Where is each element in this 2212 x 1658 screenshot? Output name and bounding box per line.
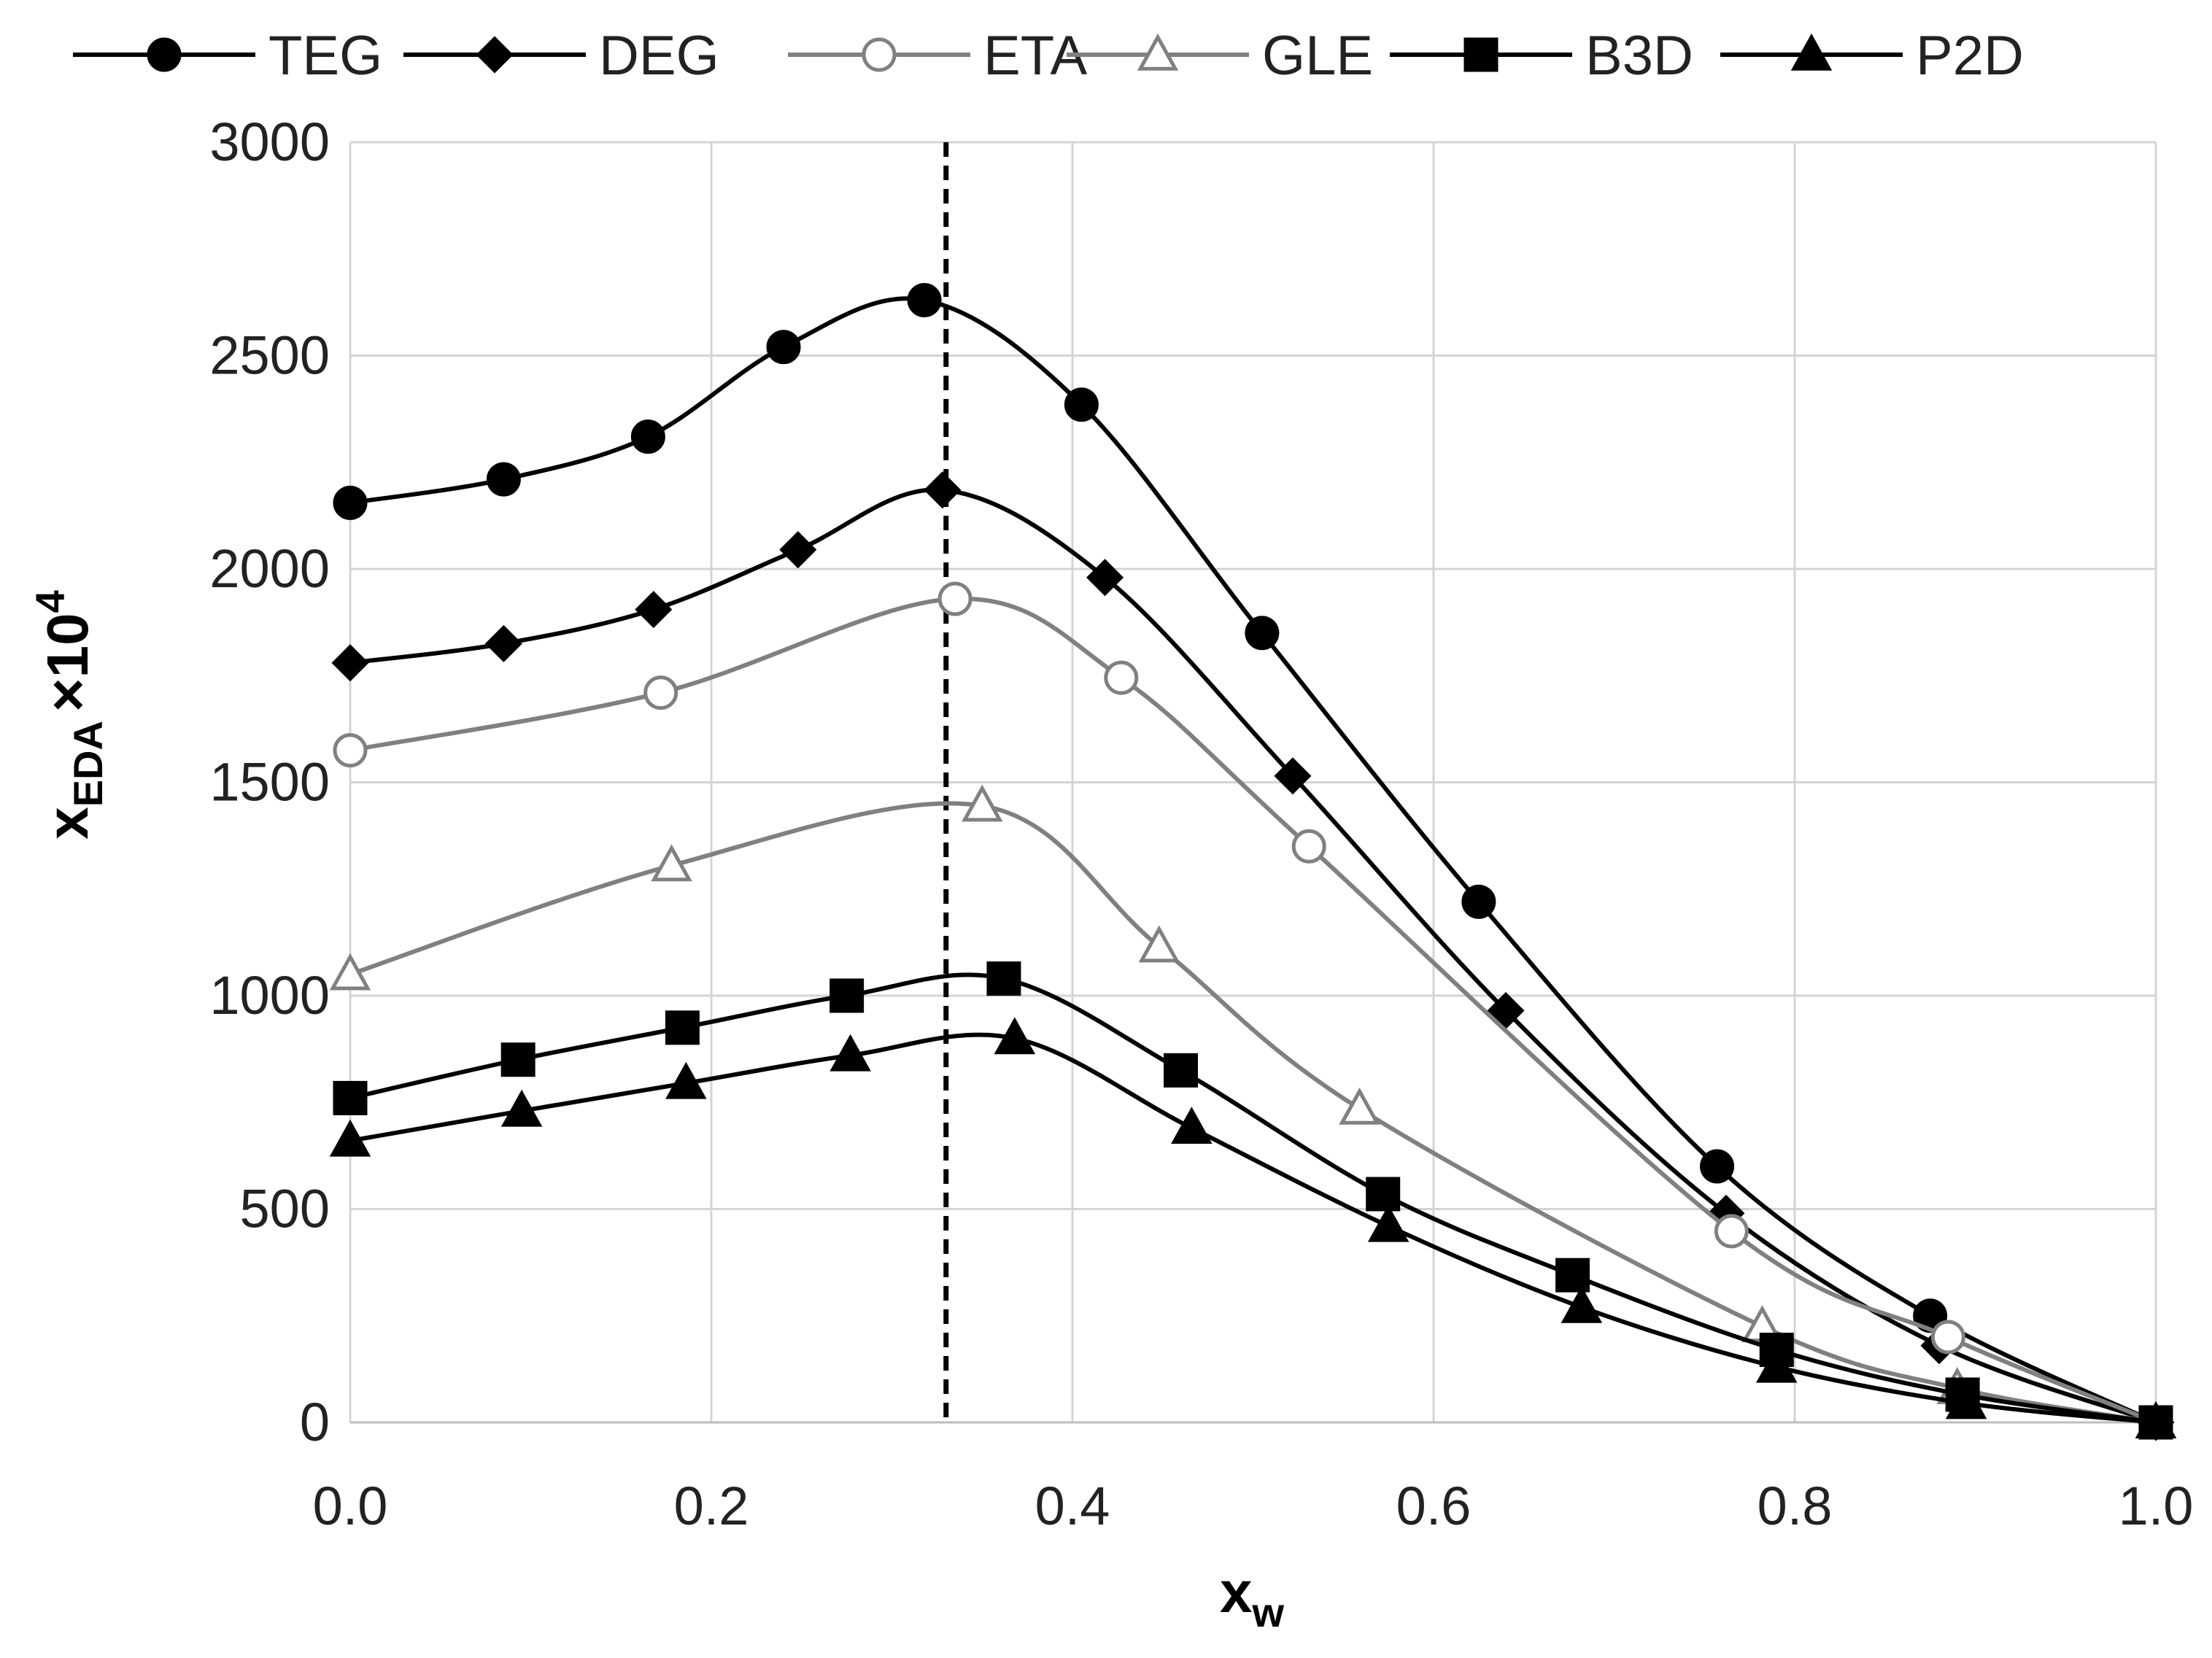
data-point-teg: [1064, 387, 1099, 422]
series-eta: [333, 581, 2173, 1440]
y-axis-title-sup: 4: [27, 590, 73, 613]
data-point-teg: [766, 330, 801, 365]
data-point-p2d: [1171, 1107, 1213, 1144]
legend-marker-b3d: [1463, 37, 1498, 72]
y-tick-label: 2500: [209, 325, 330, 386]
legend-label-gle: GLE: [1262, 25, 1373, 87]
data-point-p2d: [329, 1119, 371, 1157]
data-point-deg: [779, 531, 817, 569]
data-point-p2d: [1561, 1285, 1603, 1323]
data-point-gle: [962, 784, 1003, 822]
x-axis-ticks: 0.0 0.2 0.4 0.6 0.8 1.0: [313, 1476, 2194, 1536]
legend-item-deg: DEG: [403, 25, 719, 87]
data-point-eta: [1291, 829, 1326, 864]
x-tick-label: 0.4: [1035, 1476, 1110, 1536]
data-point-teg: [1700, 1149, 1735, 1184]
data-point-p2d: [994, 1017, 1036, 1055]
data-point-p2d: [2135, 1401, 2177, 1438]
data-point-deg: [484, 624, 522, 662]
series-group: [329, 282, 2177, 1441]
data-point-deg: [331, 644, 369, 682]
data-point-b3d: [986, 961, 1021, 996]
data-point-b3d: [333, 1080, 368, 1115]
y-tick-label: 1500: [209, 752, 330, 813]
series-line-b3d: [349, 972, 2157, 1425]
data-point-gle: [651, 844, 692, 882]
legend-label-p2d: P2D: [1916, 25, 2024, 87]
data-point-teg: [630, 419, 665, 454]
series-line-eta: [349, 596, 2157, 1425]
legend-label-teg: TEG: [268, 25, 382, 87]
data-point-b3d: [665, 1010, 700, 1045]
y-tick-label: 500: [240, 1179, 330, 1239]
data-point-p2d: [1756, 1345, 1798, 1383]
y-axis-title: xEDA ×104: [27, 590, 111, 840]
data-point-p2d: [500, 1089, 543, 1127]
data-point-teg: [333, 485, 368, 520]
legend-label-deg: DEG: [599, 25, 719, 87]
legend-label-b3d: B3D: [1585, 25, 1693, 87]
data-point-b3d: [500, 1042, 535, 1077]
x-tick-label: 0.8: [1757, 1476, 1833, 1536]
y-axis-title-main: x: [35, 807, 100, 840]
data-point-p2d: [1367, 1204, 1409, 1242]
data-point-gle: [329, 953, 371, 991]
legend-marker-teg: [147, 37, 182, 72]
y-axis-title-mult: ×10: [35, 613, 100, 712]
x-axis-title: xw: [1220, 1560, 1285, 1635]
data-point-eta: [1104, 660, 1139, 695]
y-tick-label: 0: [300, 1392, 330, 1452]
data-point-eta: [1930, 1320, 1965, 1355]
data-point-teg: [486, 462, 521, 497]
legend-marker-gle: [1137, 33, 1179, 71]
legend-marker-deg: [476, 36, 514, 74]
data-point-deg: [1274, 757, 1312, 795]
data-point-b3d: [1164, 1053, 1198, 1088]
data-point-p2d: [830, 1034, 871, 1072]
legend-item-teg: TEG: [73, 25, 382, 87]
series-p2d: [329, 1017, 2177, 1438]
data-point-teg: [1461, 884, 1496, 919]
data-point-p2d: [1945, 1382, 1987, 1419]
x-axis-title-sub: w: [1251, 1589, 1284, 1635]
x-tick-label: 0.2: [674, 1476, 749, 1536]
series-teg: [333, 282, 2173, 1440]
legend-item-p2d: P2D: [1720, 25, 2024, 87]
data-point-b3d: [1366, 1177, 1401, 1212]
data-point-eta: [333, 733, 368, 768]
series-deg: [331, 471, 2175, 1441]
y-tick-label: 1000: [209, 965, 330, 1026]
legend-marker-p2d: [1790, 33, 1833, 71]
data-point-teg: [1245, 616, 1280, 651]
legend-item-gle: GLE: [1067, 25, 1373, 87]
x-tick-label: 1.0: [2119, 1476, 2194, 1536]
y-axis-title-sub: EDA: [65, 721, 111, 807]
data-point-deg: [1487, 991, 1525, 1030]
data-point-deg: [1086, 559, 1124, 597]
y-tick-label: 2000: [209, 538, 330, 599]
legend: TEG DEG ETA GLE B3D P2D: [73, 25, 2024, 87]
x-axis-title-main: x: [1220, 1560, 1253, 1624]
data-point-eta: [937, 581, 972, 616]
data-point-b3d: [830, 978, 865, 1013]
data-point-gle: [1339, 1087, 1380, 1125]
data-point-p2d: [665, 1061, 707, 1099]
data-point-deg: [924, 471, 962, 509]
y-axis-ticks: 0 500 1000 1500 2000 2500 3000: [209, 112, 330, 1452]
data-point-teg: [907, 282, 942, 317]
legend-marker-eta: [862, 37, 897, 72]
data-point-eta: [1714, 1214, 1749, 1249]
data-point-eta: [643, 675, 678, 710]
legend-item-b3d: B3D: [1390, 25, 1693, 87]
x-tick-label: 0.6: [1396, 1476, 1472, 1536]
data-point-deg: [635, 591, 673, 629]
y-tick-label: 3000: [209, 112, 330, 172]
data-point-b3d: [1555, 1258, 1590, 1293]
data-point-gle: [1138, 925, 1180, 963]
x-tick-label: 0.0: [313, 1476, 388, 1536]
series-line-gle: [349, 801, 2157, 1425]
gridlines: [349, 141, 2157, 1424]
